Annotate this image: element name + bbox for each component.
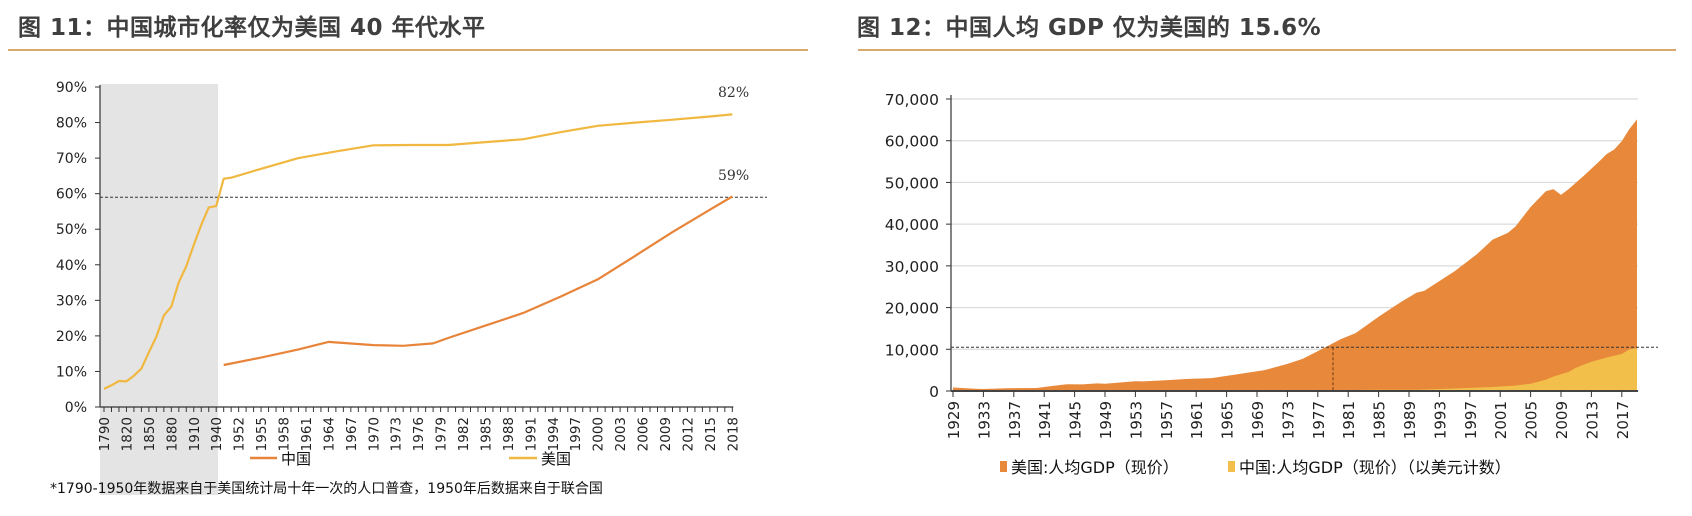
x-tick-label: 1973 <box>1279 401 1297 439</box>
x-tick-label: 2018 <box>725 417 741 451</box>
y-tick-label: 80% <box>56 116 87 132</box>
y-tick-label: 50% <box>56 222 87 238</box>
figure-12-title: 图 12：中国人均 GDP 仅为美国的 15.6% <box>857 15 1322 41</box>
x-tick-label: 1997 <box>1462 401 1480 439</box>
y-tick-label: 30,000 <box>885 258 939 276</box>
shaded-region <box>100 84 218 495</box>
x-tick-label: 2009 <box>658 417 674 451</box>
x-tick-label: 1964 <box>321 417 337 451</box>
x-tick-label: 1988 <box>501 417 517 451</box>
x-tick-label: 1985 <box>1371 401 1389 439</box>
x-tick-label: 1977 <box>1310 401 1328 439</box>
y-tick-label: 50,000 <box>885 174 939 192</box>
x-tick-label: 1957 <box>1158 401 1176 439</box>
y-tick-label: 60% <box>56 187 87 203</box>
x-tick-label: 1969 <box>1249 401 1267 439</box>
y-tick-label: 0 <box>929 383 939 401</box>
annotation-us-82: 82% <box>718 85 749 101</box>
x-tick-label: 2006 <box>636 417 652 451</box>
x-tick-label: 2015 <box>703 417 719 451</box>
legend-label-china: 中国 <box>281 450 311 468</box>
x-tick-label: 1961 <box>1188 401 1206 439</box>
y-tick-label: 70% <box>56 151 87 167</box>
figure-11-title: 图 11：中国城市化率仅为美国 40 年代水平 <box>18 15 486 41</box>
x-tick-label: 2013 <box>1583 401 1601 439</box>
x-tick-label: 2003 <box>613 417 629 451</box>
x-tick-label: 2017 <box>1614 401 1632 439</box>
y-tick-label: 40% <box>56 258 87 274</box>
y-tick-label: 10,000 <box>885 341 939 359</box>
x-tick-label: 1949 <box>1097 401 1115 439</box>
series-line-us <box>103 113 733 390</box>
y-tick-label: 20,000 <box>885 300 939 318</box>
annotation-china-59: 59% <box>718 168 749 184</box>
x-tick-label: 1967 <box>344 417 360 451</box>
legend-swatch-china <box>1228 461 1235 472</box>
x-tick-label: 1790 <box>97 417 113 451</box>
x-tick-label: 1976 <box>411 417 427 451</box>
x-tick-label: 1952 <box>232 417 248 451</box>
x-tick-label: 1989 <box>1401 401 1419 439</box>
x-tick-label: 2005 <box>1523 401 1541 439</box>
x-tick-label: 1970 <box>366 417 382 451</box>
x-tick-label: 1979 <box>434 417 450 451</box>
x-tick-label: 1985 <box>478 417 494 451</box>
x-tick-label: 1991 <box>523 417 539 451</box>
x-tick-label: 1993 <box>1431 401 1449 439</box>
series-area-china <box>1188 348 1637 391</box>
x-tick-label: 2012 <box>680 417 696 451</box>
title-rule-12 <box>858 49 1676 51</box>
x-tick-label: 2009 <box>1553 401 1571 439</box>
y-tick-label: 60,000 <box>885 133 939 151</box>
legend-label-china: 中国:人均GDP（现价）（以美元计数） <box>1239 458 1511 477</box>
series-area-us <box>953 119 1637 392</box>
x-tick-label: 1945 <box>1067 401 1085 439</box>
y-tick-label: 40,000 <box>885 216 939 234</box>
x-tick-label: 1997 <box>568 417 584 451</box>
x-tick-label: 1929 <box>945 401 963 439</box>
figure-11-footnote: *1790-1950年数据来自于美国统计局十年一次的人口普查，1950年后数据来… <box>50 481 603 497</box>
x-tick-label: 1850 <box>142 417 158 451</box>
x-tick-label: 1958 <box>277 417 293 451</box>
x-tick-label: 1933 <box>975 401 993 439</box>
x-tick-label: 2001 <box>1492 401 1510 439</box>
x-tick-label: 1973 <box>389 417 405 451</box>
x-tick-label: 1941 <box>1036 401 1054 439</box>
y-tick-label: 0% <box>65 400 87 416</box>
x-tick-label: 1994 <box>546 417 562 451</box>
x-tick-label: 1982 <box>456 417 472 451</box>
y-tick-label: 70,000 <box>885 91 939 109</box>
x-tick-label: 1953 <box>1127 401 1145 439</box>
series-line-china <box>223 195 733 367</box>
legend-label-us: 美国:人均GDP（现价） <box>1011 458 1179 477</box>
x-tick-label: 1965 <box>1219 401 1237 439</box>
x-tick-label: 1940 <box>209 417 225 451</box>
x-tick-label: 1981 <box>1340 401 1358 439</box>
x-tick-label: 1820 <box>119 417 135 451</box>
x-tick-label: 1937 <box>1006 401 1024 439</box>
x-tick-label: 1880 <box>164 417 180 451</box>
y-tick-label: 90% <box>56 80 87 96</box>
y-tick-label: 10% <box>56 364 87 380</box>
legend-label-us: 美国 <box>541 450 571 468</box>
y-tick-label: 30% <box>56 293 87 309</box>
legend-swatch-us <box>1000 461 1007 472</box>
x-tick-label: 2000 <box>591 417 607 451</box>
x-tick-label: 1910 <box>187 417 203 451</box>
y-tick-label: 20% <box>56 329 87 345</box>
x-tick-label: 1955 <box>254 417 270 451</box>
x-tick-label: 1961 <box>299 417 315 451</box>
title-rule-11 <box>8 49 808 51</box>
